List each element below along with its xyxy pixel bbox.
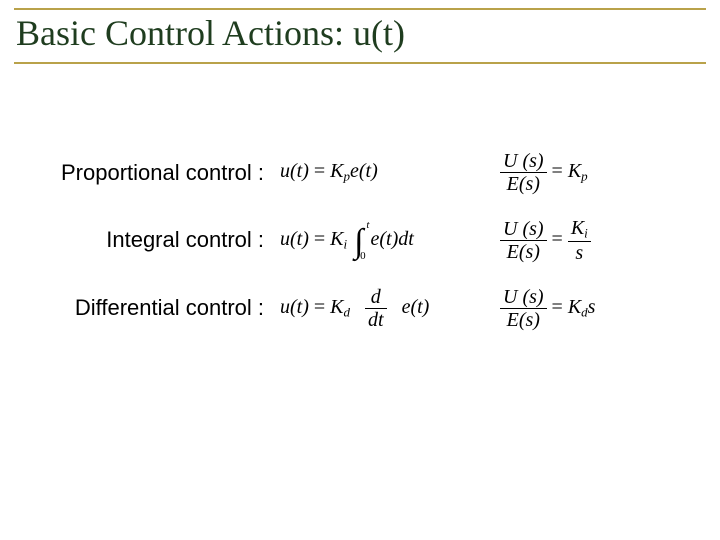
- deriv-num: d: [365, 286, 387, 309]
- control-label: Differential control :: [20, 295, 270, 321]
- eq-tail: s: [588, 296, 596, 318]
- integral-lower-limit: 0: [360, 250, 366, 262]
- deriv-den: dt: [365, 309, 387, 331]
- transfer-fn-eq: U (s) E(s) = Kds: [500, 286, 680, 331]
- tf-ratio: U (s) E(s): [500, 150, 547, 195]
- gain-symbol: K: [330, 228, 343, 250]
- tf-numerator: U (s): [500, 218, 547, 241]
- title-bottom-rule: [14, 62, 706, 64]
- derivative-frac: d dt: [365, 286, 387, 331]
- time-domain-eq: u(t) = Kpe(t): [280, 160, 490, 184]
- tf-rhs-frac: Ki s: [568, 217, 591, 264]
- control-label: Integral control :: [20, 227, 270, 253]
- equals-sign: =: [314, 228, 330, 250]
- control-row: Proportional control : u(t) = Kpe(t) U (…: [20, 150, 700, 195]
- gain-symbol: K: [568, 160, 581, 182]
- spacer: [392, 296, 397, 318]
- gain-symbol: K: [571, 217, 584, 239]
- eq-tail: e(t): [402, 296, 430, 318]
- eq-lhs: u(t): [280, 228, 309, 250]
- gain-subscript: i: [584, 225, 588, 240]
- transfer-fn-eq: U (s) E(s) = Kp: [500, 150, 680, 195]
- tf-rhs-num: Ki: [568, 217, 591, 242]
- tf-numerator: U (s): [500, 286, 547, 309]
- equations-body: Proportional control : u(t) = Kpe(t) U (…: [20, 150, 700, 353]
- gain-symbol: K: [568, 296, 581, 318]
- tf-ratio: U (s) E(s): [500, 286, 547, 331]
- tf-denominator: E(s): [500, 241, 547, 263]
- eq-lhs: u(t): [280, 160, 309, 182]
- page-title: Basic Control Actions: u(t): [14, 12, 706, 60]
- tf-rhs-den: s: [568, 242, 591, 264]
- transfer-fn-eq: U (s) E(s) = Ki s: [500, 217, 680, 264]
- gain-symbol: K: [330, 160, 343, 182]
- tf-denominator: E(s): [500, 173, 547, 195]
- gain-subscript: d: [344, 304, 351, 319]
- time-domain-eq: u(t) = Kd d dt e(t): [280, 286, 490, 331]
- control-label: Proportional control :: [20, 160, 270, 186]
- gain-symbol: K: [330, 296, 343, 318]
- equals-sign: =: [552, 228, 568, 250]
- title-top-rule: [14, 8, 706, 10]
- gain-subscript: p: [581, 168, 588, 183]
- equals-sign: =: [314, 160, 330, 182]
- control-row: Integral control : u(t) = Ki t ∫ 0 e(t)d…: [20, 217, 700, 264]
- equals-sign: =: [552, 296, 568, 318]
- integral-upper-limit: t: [366, 219, 369, 231]
- slide: Basic Control Actions: u(t) Proportional…: [0, 0, 720, 540]
- gain-subscript: i: [344, 236, 348, 251]
- tf-denominator: E(s): [500, 309, 547, 331]
- spacer: [355, 296, 360, 318]
- eq-tail: e(t)dt: [370, 228, 413, 250]
- integral-sign: t ∫ 0: [354, 225, 363, 256]
- equals-sign: =: [552, 160, 568, 182]
- tf-numerator: U (s): [500, 150, 547, 173]
- tf-ratio: U (s) E(s): [500, 218, 547, 263]
- eq-tail: e(t): [350, 160, 378, 182]
- equals-sign: =: [314, 296, 330, 318]
- control-row: Differential control : u(t) = Kd d dt e(…: [20, 286, 700, 331]
- time-domain-eq: u(t) = Ki t ∫ 0 e(t)dt: [280, 225, 490, 256]
- title-block: Basic Control Actions: u(t): [14, 8, 706, 64]
- eq-lhs: u(t): [280, 296, 309, 318]
